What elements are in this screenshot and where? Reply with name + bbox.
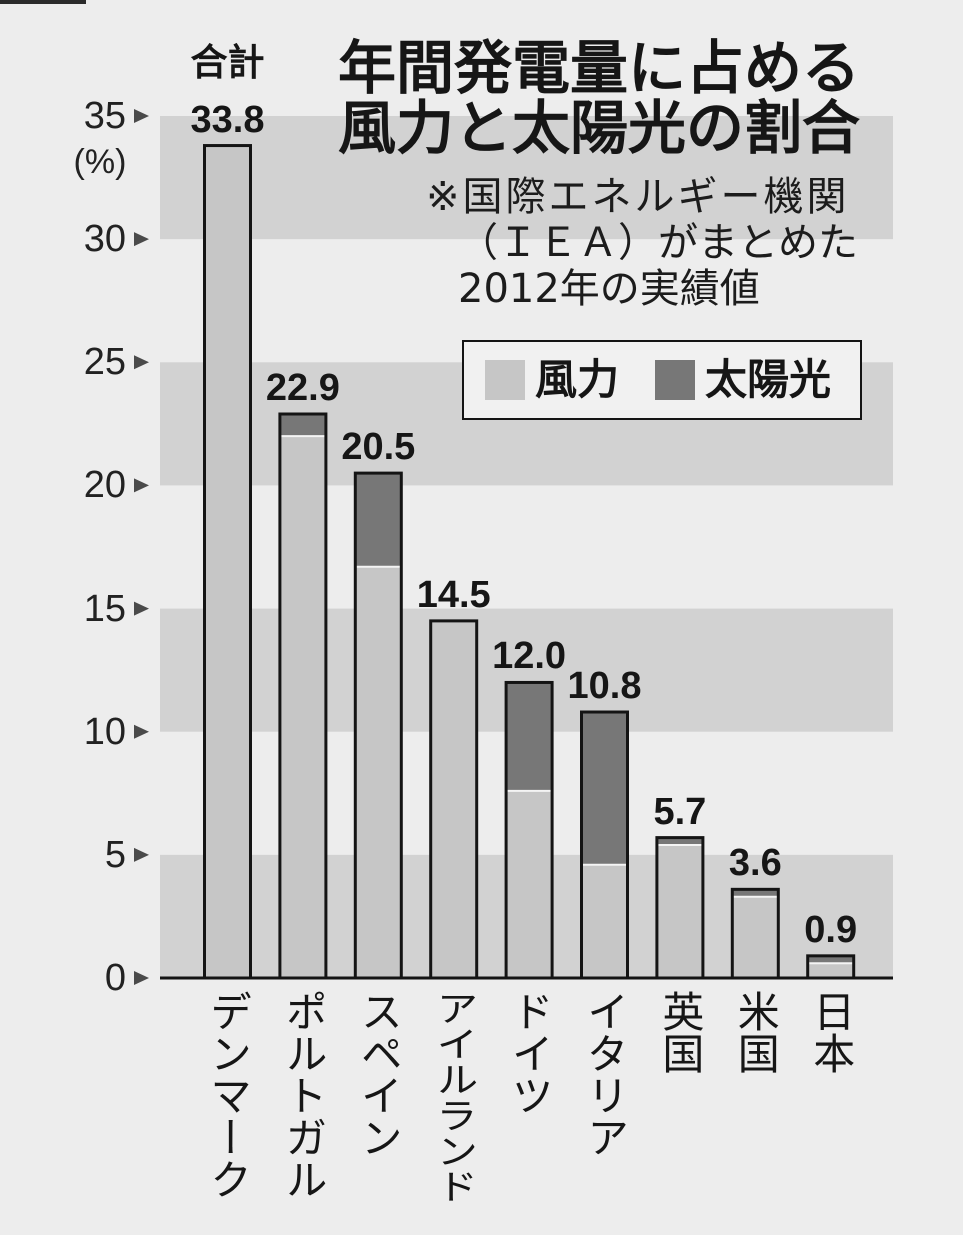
ytick-marker [134,601,149,616]
category-label: ドイツ [505,990,555,1116]
value-label: 12.0 [492,635,567,678]
ytick-markers [134,109,149,985]
chart-title-line-2: 風力と太陽光の割合 [338,94,861,162]
value-label: 20.5 [341,426,416,469]
total-label: 合計 [190,40,265,84]
source-note: ※国際エネルギー機関 （ＩＥＡ）がまとめた 2012年の実績値 [426,174,858,312]
grid-band [160,116,893,240]
ytick-marker [134,971,149,985]
wind-bar-segment [807,963,854,978]
value-label: 3.6 [728,842,782,885]
legend-label-wind: 風力 [535,355,620,404]
category-label: 英国 [655,990,705,1074]
value-label: 33.8 [190,98,265,141]
solar-bar-segment [279,414,326,437]
wind-bar-segment [355,566,402,978]
ytick-marker [134,232,149,247]
chart-title: 年間発電量に占める 風力と太陽光の割合 [338,38,860,158]
ytick-label: 30 [83,218,126,261]
category-label: アイルランド [429,990,479,1204]
value-label: 22.9 [265,367,340,409]
legend-swatch-solar [655,360,695,400]
category-label: デンマーク [203,990,253,1200]
wind-bar-segment [656,845,703,978]
category-label: スペイン [354,990,404,1158]
ytick-label: 35 [83,95,126,137]
value-label: 5.7 [653,790,707,833]
ytick-label: 0 [104,957,126,999]
ytick-marker [134,109,149,123]
category-label: イタリア [580,990,630,1158]
bars [203,144,856,980]
solar-bar-segment [807,955,854,964]
value-label: 14.5 [416,573,491,616]
category-label: 日本 [806,990,856,1074]
solar-bar-segment [506,682,553,791]
ytick-marker [134,724,149,739]
source-note-line-1: ※国際エネルギー機関 [426,174,850,220]
category-label: ポルトガル [278,990,328,1200]
value-label: 0.9 [804,908,858,951]
legend: 風力 太陽光 [462,340,862,420]
ytick-label: 25 [83,341,126,384]
y-axis-unit: (%) [73,143,127,181]
chart-title-line-1: 年間発電量に占める [338,34,861,102]
ytick-marker [134,355,149,370]
solar-bar-segment [656,837,703,846]
ytick-label: 10 [83,710,126,753]
wind-bar-segment [430,620,477,978]
ytick-label: 15 [83,587,126,630]
source-note-line-2: （ＩＥＡ）がまとめた [458,220,858,266]
source-note-line-3: 2012年の実績値 [458,266,760,312]
solar-bar-segment [355,473,402,567]
solar-bar-segment [581,712,628,865]
legend-swatch-wind [485,360,525,400]
ytick-marker [134,847,149,862]
wind-bar-segment [581,864,628,978]
legend-label-solar: 太陽光 [705,355,832,404]
wind-bar-segment [506,790,553,978]
category-label: 米国 [731,990,781,1074]
wind-bar-segment [732,896,779,978]
ytick-label: 5 [104,833,126,876]
ytick-marker [134,478,149,493]
wind-bar-segment [279,436,326,979]
solar-bar-segment [732,889,779,897]
edge-rule [0,0,86,4]
ytick-label: 20 [83,464,126,507]
wind-bar-segment [204,145,251,978]
value-label: 10.8 [567,665,642,707]
